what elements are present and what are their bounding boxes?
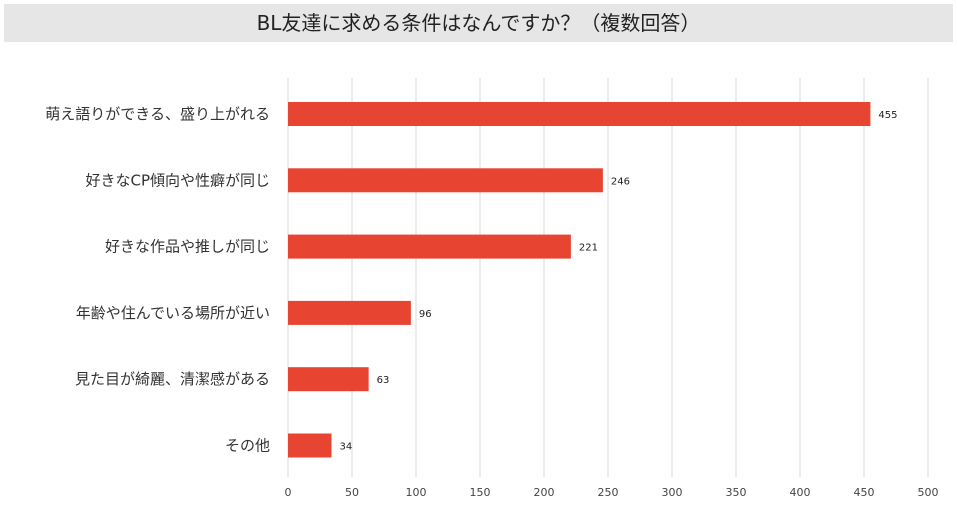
grid-lines (287, 78, 929, 477)
bars (288, 102, 871, 458)
category-labels: 萌え語りができる、盛り上がれる好きなCP傾向や性癖が同じ好きな作品や推しが同じ年… (45, 105, 270, 455)
bar (288, 168, 603, 193)
category-label: 萌え語りができる、盛り上がれる (45, 105, 270, 123)
x-tick-label: 400 (790, 486, 811, 499)
title-band: BL友達に求める条件はなんですか？（複数回答） (4, 4, 953, 42)
data-label: 34 (340, 442, 353, 453)
category-label: 好きなCP傾向や性癖が同じ (85, 171, 270, 189)
bar (288, 234, 571, 259)
x-tick-label: 0 (285, 486, 292, 499)
bar (288, 102, 871, 126)
bar (288, 433, 332, 458)
category-label: 見た目が綺麗、清潔感がある (75, 370, 270, 388)
x-tick-label: 450 (854, 486, 875, 499)
data-label: 246 (611, 176, 630, 187)
data-label: 63 (377, 375, 390, 386)
x-tick-label: 100 (406, 486, 427, 499)
category-label: 年齢や住んでいる場所が近い (76, 304, 270, 322)
x-tick-label: 50 (345, 486, 359, 499)
category-label: その他 (225, 437, 270, 455)
data-label: 221 (579, 243, 598, 254)
bar (288, 300, 411, 325)
x-tick-label: 200 (534, 486, 555, 499)
x-tick-label: 150 (470, 486, 491, 499)
category-label: 好きな作品や推しが同じ (105, 238, 270, 256)
chart-title: BL友達に求める条件はなんですか？（複数回答） (256, 11, 701, 35)
x-tick-label: 500 (918, 486, 939, 499)
x-tick-label: 350 (726, 486, 747, 499)
data-label: 455 (878, 110, 897, 121)
x-axis-ticks: 0 50 100 150 200 250 300 350 400 450 500 (285, 486, 939, 499)
x-tick-label: 300 (662, 486, 683, 499)
data-labels: 455 246 221 96 63 34 (340, 110, 898, 453)
data-label: 96 (419, 309, 432, 320)
x-tick-label: 250 (598, 486, 619, 499)
bar (288, 367, 369, 392)
